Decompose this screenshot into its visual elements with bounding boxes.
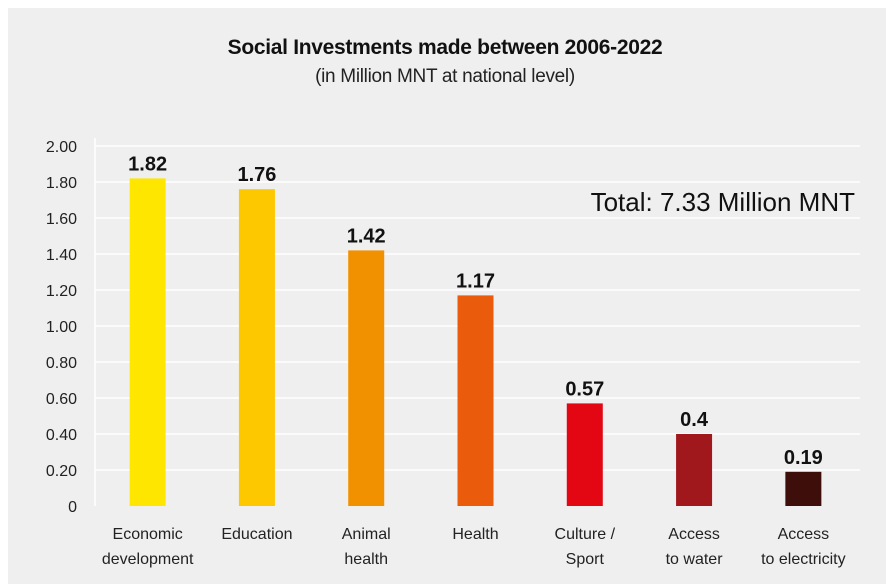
bar — [457, 295, 494, 506]
y-tick-label: 1.60 — [46, 211, 77, 228]
y-tick-label: 0 — [68, 499, 77, 516]
category-label: to water — [666, 551, 724, 568]
y-tick-label: 1.20 — [46, 283, 77, 300]
bar — [348, 250, 385, 506]
category-label: to electricity — [761, 551, 845, 568]
category-label: Economic — [113, 526, 183, 543]
category-label: development — [102, 551, 194, 568]
bar — [238, 189, 275, 506]
bar-value-label: 1.82 — [128, 153, 167, 175]
bar-value-label: 0.19 — [784, 447, 823, 469]
bar-value-label: 0.57 — [565, 378, 604, 400]
bar — [129, 178, 166, 506]
category-label: Animal — [342, 526, 391, 543]
category-label: Culture / — [555, 526, 616, 543]
y-tick-label: 0.60 — [46, 391, 77, 408]
category-label: Sport — [566, 551, 605, 568]
total-annotation: Total: 7.33 Million MNT — [591, 187, 856, 217]
chart-subtitle: (in Million MNT at national level) — [315, 66, 575, 87]
bar-value-label: 1.42 — [347, 225, 386, 247]
y-tick-label: 0.80 — [46, 355, 77, 372]
bar — [566, 403, 603, 506]
bar-value-label: 1.17 — [456, 270, 495, 292]
chart-title: Social Investments made between 2006-202… — [227, 36, 663, 59]
bar — [785, 471, 822, 506]
y-tick-label: 0.20 — [46, 463, 77, 480]
category-label: Access — [778, 526, 830, 543]
category-label: health — [344, 551, 388, 568]
y-tick-label: 1.00 — [46, 319, 77, 336]
category-label: Access — [668, 526, 720, 543]
y-tick-label: 0.40 — [46, 427, 77, 444]
y-tick-label: 1.40 — [46, 247, 77, 264]
category-label: Education — [221, 526, 292, 543]
y-tick-label: 1.80 — [46, 175, 77, 192]
category-label: Health — [452, 526, 498, 543]
bar-value-label: 0.4 — [680, 409, 709, 431]
bar — [676, 434, 713, 506]
bar-value-label: 1.76 — [237, 164, 276, 186]
y-tick-label: 2.00 — [46, 139, 77, 156]
